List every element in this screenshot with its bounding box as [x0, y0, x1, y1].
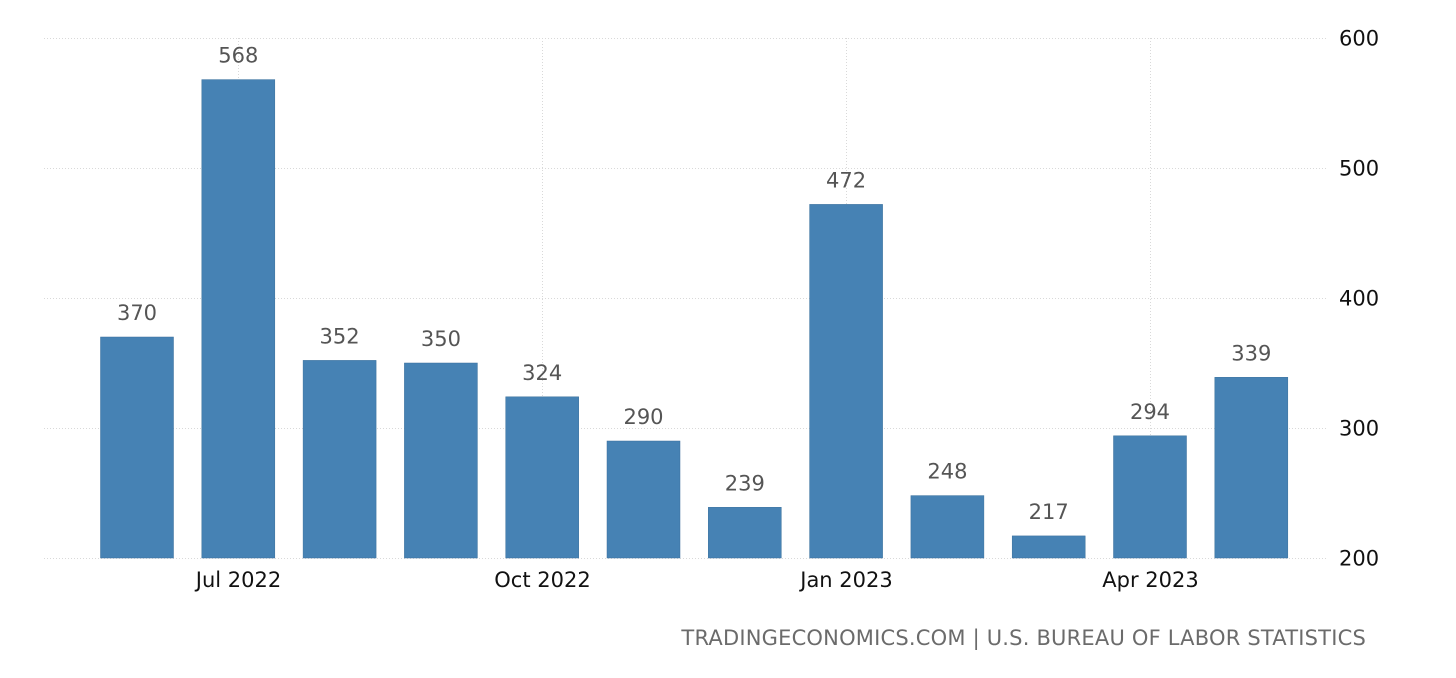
x-axis-ticks: Jul 2022 Oct 2022 Jan 2023 Apr 2023: [194, 568, 1199, 592]
bar-value-label: 350: [421, 327, 461, 351]
source-attribution: TRADINGECONOMICS.COM | U.S. BUREAU OF LA…: [681, 626, 1366, 650]
bar-value-label: 248: [927, 460, 967, 484]
bar: [606, 440, 681, 559]
x-tick-label: Jan 2023: [798, 568, 893, 592]
bar: [708, 507, 782, 559]
x-tick-label: Jul 2022: [194, 568, 281, 592]
x-tick-label: Apr 2023: [1102, 568, 1198, 592]
bar-value-label: 472: [826, 168, 866, 192]
bar-value-label: 239: [725, 471, 765, 495]
bar: [809, 204, 883, 559]
x-tick-label: Oct 2022: [494, 568, 590, 592]
bars: [100, 79, 1289, 559]
bar-value-label: 370: [117, 301, 157, 325]
bar: [1011, 535, 1086, 559]
bar-value-label: 352: [320, 324, 360, 348]
y-tick-label: 200: [1339, 547, 1379, 571]
bar-value-label: 217: [1029, 500, 1069, 524]
bar: [505, 396, 579, 559]
bar-value-label: 324: [522, 361, 562, 385]
bar: [201, 79, 276, 559]
y-tick-label: 600: [1339, 27, 1379, 51]
bar: [910, 495, 985, 559]
bar-value-label: 339: [1231, 341, 1271, 365]
bar: [100, 336, 174, 559]
y-tick-label: 400: [1339, 287, 1379, 311]
bar: [1214, 377, 1289, 559]
bar: [1113, 435, 1187, 559]
bar-value-label: 294: [1130, 400, 1170, 424]
bar: [302, 360, 377, 559]
y-tick-label: 300: [1339, 417, 1379, 441]
bar-value-label: 568: [218, 44, 258, 68]
y-axis-ticks: 200 300 400 500 600: [1339, 27, 1379, 571]
bar: [404, 362, 478, 559]
y-tick-label: 500: [1339, 157, 1379, 181]
bar-value-label: 290: [623, 405, 663, 429]
data-labels: 370 568 352 350 324 290 239 472 248 217 294 339: [117, 44, 1271, 524]
